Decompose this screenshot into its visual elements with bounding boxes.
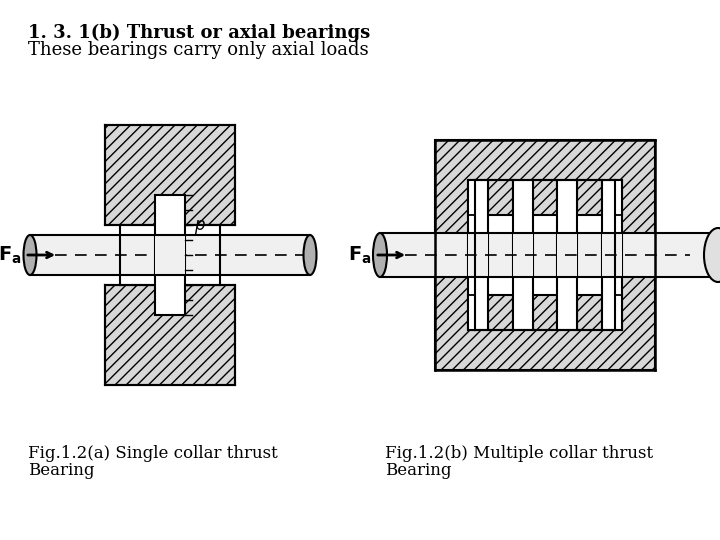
Bar [577, 295, 602, 330]
Bar [30, 235, 310, 275]
Bar [488, 295, 513, 330]
Bar [557, 180, 577, 330]
Text: Bearing: Bearing [385, 462, 451, 479]
Text: Bearing: Bearing [28, 462, 94, 479]
Bar [557, 233, 577, 277]
Bar [380, 233, 720, 277]
Bar [602, 180, 622, 330]
Text: Fig.1.2(b) Multiple collar thrust: Fig.1.2(b) Multiple collar thrust [385, 445, 653, 462]
Text: 1. 3. 1(b) Thrust or axial bearings: 1. 3. 1(b) Thrust or axial bearings [28, 24, 370, 42]
Bar [155, 235, 185, 275]
Ellipse shape [704, 228, 720, 282]
Bar [533, 295, 557, 330]
Bar [105, 125, 235, 225]
Text: Fig.1.2(a) Single collar thrust: Fig.1.2(a) Single collar thrust [28, 445, 278, 462]
Bar [468, 180, 488, 330]
Text: p: p [194, 216, 204, 234]
Ellipse shape [24, 235, 37, 275]
Bar [435, 140, 655, 370]
Bar [468, 233, 488, 277]
Bar [615, 180, 622, 215]
Bar [468, 295, 475, 330]
Bar [155, 195, 185, 315]
Text: $\mathbf{F_a}$: $\mathbf{F_a}$ [0, 244, 22, 266]
Bar [513, 233, 533, 277]
Bar [120, 225, 220, 285]
Bar [615, 295, 622, 330]
Text: $\mathbf{F_a}$: $\mathbf{F_a}$ [348, 244, 372, 266]
Bar [105, 285, 235, 385]
Bar [577, 180, 602, 215]
Ellipse shape [304, 235, 317, 275]
Bar [513, 180, 533, 330]
Ellipse shape [373, 233, 387, 277]
Text: These bearings carry only axial loads: These bearings carry only axial loads [28, 41, 369, 59]
Bar [602, 233, 622, 277]
Bar [533, 180, 557, 215]
Bar [488, 180, 513, 215]
Bar [468, 180, 475, 215]
Bar [475, 180, 615, 330]
